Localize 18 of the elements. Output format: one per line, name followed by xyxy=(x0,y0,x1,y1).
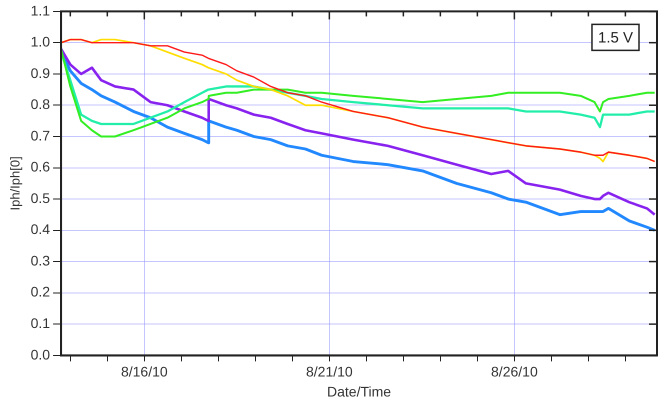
x-tick-label: 8/26/10 xyxy=(491,364,538,380)
x-axis-title: Date/Time xyxy=(327,383,392,400)
x-tick-label: 8/21/10 xyxy=(306,364,353,380)
y-tick-label: 0.8 xyxy=(30,96,50,112)
y-tick-label: 0.4 xyxy=(30,221,50,238)
annotation: 1.5 V xyxy=(598,30,634,47)
y-tick-label: 0.1 xyxy=(30,314,50,331)
x-tick-label: 8/16/10 xyxy=(120,364,168,380)
y-tick-label: 0.2 xyxy=(30,284,50,300)
y-axis-title: Iph/Iph[0] xyxy=(7,156,22,211)
y-tick-label: 0.6 xyxy=(30,158,50,175)
y-tick-label: 0.5 xyxy=(30,190,50,206)
y-tick-label: 0.3 xyxy=(30,252,50,268)
y-tick-label: 0.7 xyxy=(30,127,50,144)
y-tick-label: 0.9 xyxy=(30,64,50,81)
y-tick-label: 1.0 xyxy=(30,34,50,50)
y-tick-label: 0.0 xyxy=(30,346,50,362)
y-tick-label: 1.1 xyxy=(30,2,50,18)
